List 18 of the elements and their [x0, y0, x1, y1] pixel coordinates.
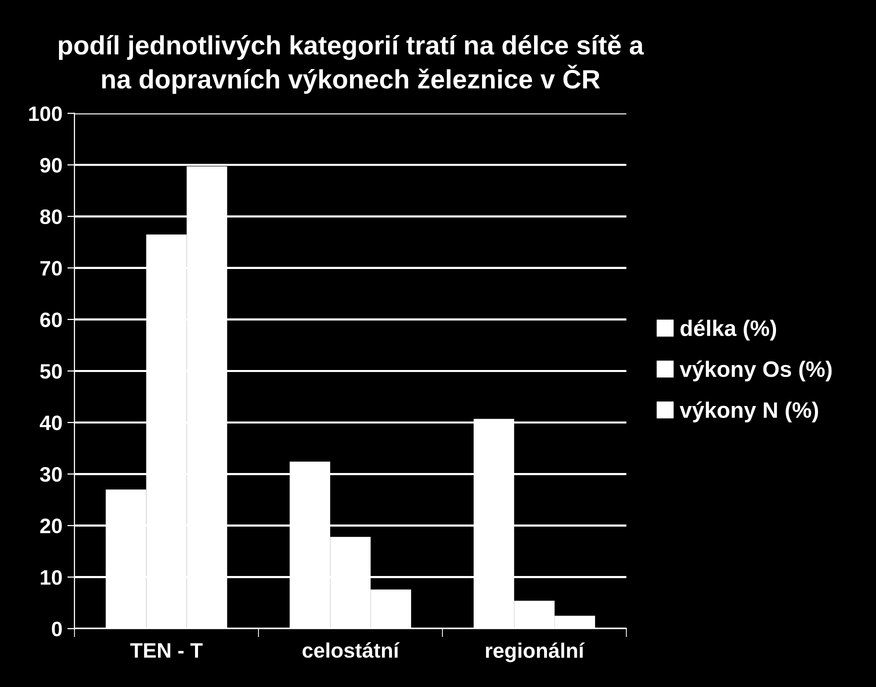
y-tick-label: 0: [52, 622, 62, 636]
x-tick-label: TEN - T: [130, 643, 203, 658]
y-tick-label: 50: [40, 364, 62, 379]
legend-label: výkony N (%): [680, 401, 818, 422]
legend-label: výkony Os (%): [680, 360, 832, 382]
y-tick-label: 80: [40, 209, 62, 224]
y-tick-label: 60: [40, 312, 62, 328]
y-tick-label: 20: [40, 518, 62, 534]
y-tick-label: 10: [40, 570, 62, 585]
x-tick-label: regionální: [486, 642, 585, 662]
x-tick-label: celostátní: [302, 642, 400, 658]
legend-label: délka (%): [680, 320, 776, 341]
chart-title: podíl jednotlivých kategorií tratí na délce sítě a na dopravních výkonech železnice v ČR: [58, 34, 644, 94]
y-tick-label: 30: [40, 467, 62, 482]
y-tick-label: 90: [40, 158, 62, 173]
y-tick-label: 40: [40, 416, 62, 430]
y-tick-label: 100: [29, 106, 62, 122]
y-tick-label: 70: [40, 260, 62, 276]
